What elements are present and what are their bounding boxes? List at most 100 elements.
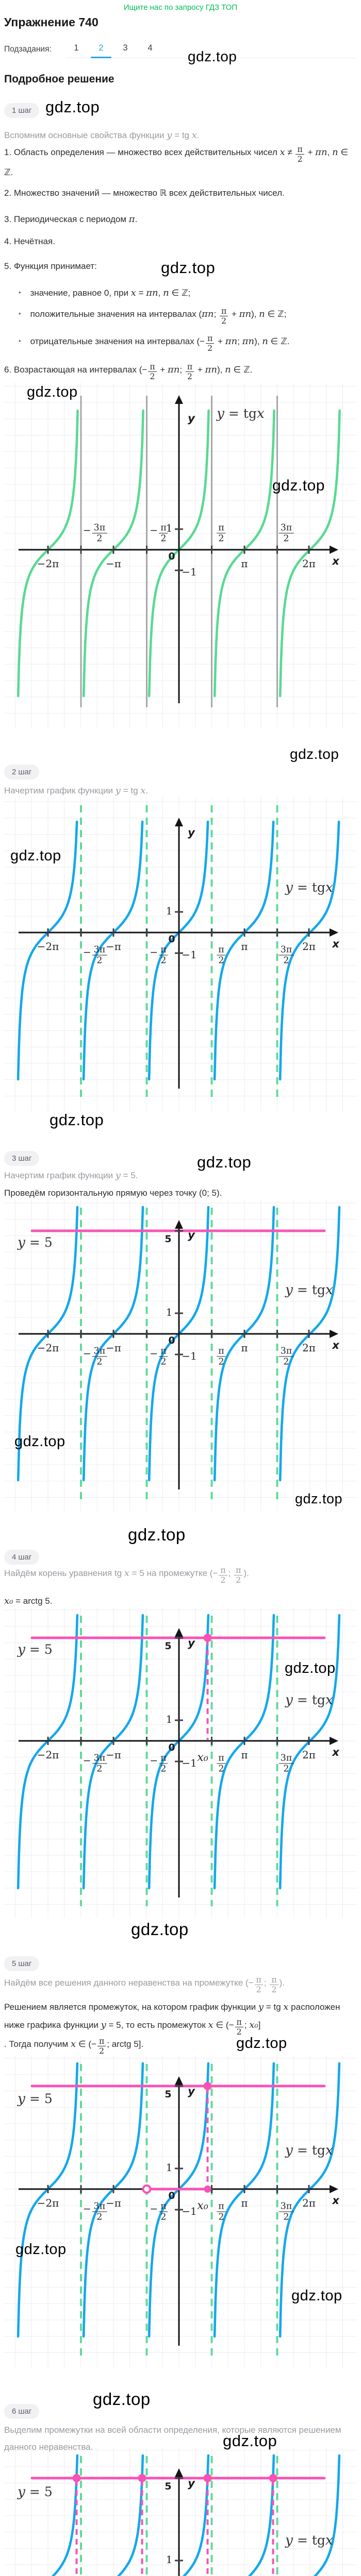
step-badge: 5 шаг xyxy=(4,1956,40,1971)
graph-label: − π 2 xyxy=(150,522,169,544)
solution-text: . Тогда получим x ∈ (− π 2; arctg 5]. xyxy=(4,2036,144,2056)
graph-label: 0 xyxy=(168,2190,175,2201)
graph-label: − π 2 xyxy=(150,2201,169,2223)
graph-label: 5 xyxy=(165,2481,172,2492)
graph-label: x₀ xyxy=(197,2199,208,2212)
graph-label: π xyxy=(241,940,248,953)
graph-label: y xyxy=(188,2477,195,2489)
tangent-curve xyxy=(313,2454,341,2576)
graph-label: y = 5 xyxy=(18,2484,53,2500)
solution-text: x₀ = arctg 5. xyxy=(4,1596,53,1606)
watermark: gdz.top xyxy=(197,1153,252,1171)
graph-label: −1 xyxy=(182,1757,197,1769)
solution-text: 2. Множество значений — множество ℝ всех… xyxy=(4,188,285,198)
graph-label: 3π 2 xyxy=(278,2201,295,2223)
graph-label: 0 xyxy=(168,1742,175,1753)
graph-label: −3π 2 xyxy=(83,522,108,544)
graph-label: 1 xyxy=(166,1306,173,1318)
watermark: gdz.top xyxy=(290,746,339,762)
graph-label: 5 xyxy=(165,2089,172,2100)
step-badge: 3 шаг xyxy=(4,1151,40,1166)
tangent-curve xyxy=(51,2454,79,2576)
watermark: gdz.top xyxy=(285,1660,336,1676)
solution-text: Выделим промежутки на всей области опред… xyxy=(4,2425,341,2452)
graph-label: y = tgx xyxy=(217,405,265,421)
graph-label: − π 2 xyxy=(150,1753,169,1774)
solution-text: положительные значения на интервалах (πn… xyxy=(19,305,353,326)
solution-text: значение, равное 0, при x = πn, n ∈ ℤ; xyxy=(19,284,353,302)
graph-label: −π xyxy=(106,940,121,953)
graph-label: 0 xyxy=(168,934,175,945)
graph-label: 5 xyxy=(165,1640,172,1652)
subtask-tab-2[interactable]: 2 xyxy=(99,43,104,53)
watermark: gdz.top xyxy=(27,384,78,400)
active-tab-underline xyxy=(91,57,111,58)
graph-label: π xyxy=(241,1749,248,1761)
subtask-tab-3[interactable]: 3 xyxy=(123,43,128,53)
watermark: gdz.top xyxy=(15,2241,67,2258)
graph-label: −π xyxy=(106,1749,121,1761)
graph-label: y xyxy=(188,1637,195,1649)
graph-label: x xyxy=(332,2194,339,2207)
solution-text: 1. Область определения — множество всех … xyxy=(4,144,349,178)
step-badge: 1 шаг xyxy=(4,103,40,118)
watermark: gdz.top xyxy=(45,98,100,116)
solution-text: Решением является промежуток, на котором… xyxy=(4,2002,340,2037)
watermark: gdz.top xyxy=(223,2432,277,2450)
graph-label: y = tgx xyxy=(285,1692,333,1708)
graph-label: −2π xyxy=(37,1749,59,1761)
graph-label: y = tgx xyxy=(285,879,333,895)
graph-label: x xyxy=(332,555,339,567)
graph-label: 2π xyxy=(302,940,316,953)
watermark: gdz.top xyxy=(295,1491,343,1506)
watermark: gdz.top xyxy=(236,2035,287,2052)
subtask-tab-4[interactable]: 4 xyxy=(147,43,153,53)
graph-root-x0: 1 −1 0 5 x y −2π −3π 2 −π − π 2 π 2 π 3π 2 2π x₀ y = tgx y = … xyxy=(4,1607,357,1918)
graph-label: 2π xyxy=(302,1749,316,1761)
graph-label: −3π 2 xyxy=(83,1753,108,1774)
graph-label: −3π 2 xyxy=(83,944,108,966)
graph-label: −1 xyxy=(182,948,197,961)
graph-label: −3π 2 xyxy=(83,2201,108,2223)
graph-label: y xyxy=(188,2085,195,2097)
graph-label: 1 xyxy=(166,2161,173,2174)
graph-label: π xyxy=(241,2197,248,2209)
step-badge: 4 шаг xyxy=(4,1550,40,1565)
promo-link[interactable]: Ищите нас по запросу ГДЗ ТОП xyxy=(123,3,238,12)
graph-label: 5 xyxy=(165,1233,172,1245)
graph-interval: 1 −1 0 5 x y −2π −3π 2 −π − π 2 π 2 π 3π 2 2π x₀ y = tgx y = … xyxy=(4,2056,357,2367)
graph-label: 3π 2 xyxy=(278,522,295,544)
watermark: gdz.top xyxy=(291,2287,342,2304)
graph-label: 1 xyxy=(166,2553,173,2566)
watermark: gdz.top xyxy=(128,1525,186,1544)
subtask-tab-1[interactable]: 1 xyxy=(74,43,79,53)
watermark: gdz.top xyxy=(14,1433,65,1450)
graph-tg-y5: 1 −1 0 5 x y −2π −3π 2 −π − π 2 π 2 π 3π 2 2π y = tgx y = 5 xyxy=(4,1199,357,1511)
watermark: gdz.top xyxy=(272,477,325,494)
tangent-curve xyxy=(182,2454,210,2576)
graph-label: 1 xyxy=(166,1713,173,1725)
graph-label: −π xyxy=(106,2197,121,2209)
watermark: gdz.top xyxy=(188,48,237,64)
graph-tg-properties: 1 −1 0 x y −2π −3π 2 −π − π 2 π 2 π 3π 2 2π y = tgx xyxy=(4,383,357,728)
graph-label: − π 2 xyxy=(150,1346,169,1367)
solution-text: 3. Периодическая с периодом π. xyxy=(4,214,138,225)
watermark: gdz.top xyxy=(131,1920,189,1939)
step-badge: 2 шаг xyxy=(4,765,40,779)
graph-label: −2π xyxy=(37,557,59,570)
graph-label: − π 2 xyxy=(150,944,169,966)
tangent-curve xyxy=(117,2454,144,2576)
graph-label: 3π 2 xyxy=(278,944,295,966)
graph-label: 0 xyxy=(168,1335,175,1346)
graph-label: 2π xyxy=(302,557,316,570)
solution-text: Найдём корень уравнения tg x = 5 на пром… xyxy=(4,1565,249,1585)
subtasks-label: Подзадания: xyxy=(4,45,52,54)
graph-label: π xyxy=(241,1342,248,1354)
graph-label: y xyxy=(188,826,195,839)
